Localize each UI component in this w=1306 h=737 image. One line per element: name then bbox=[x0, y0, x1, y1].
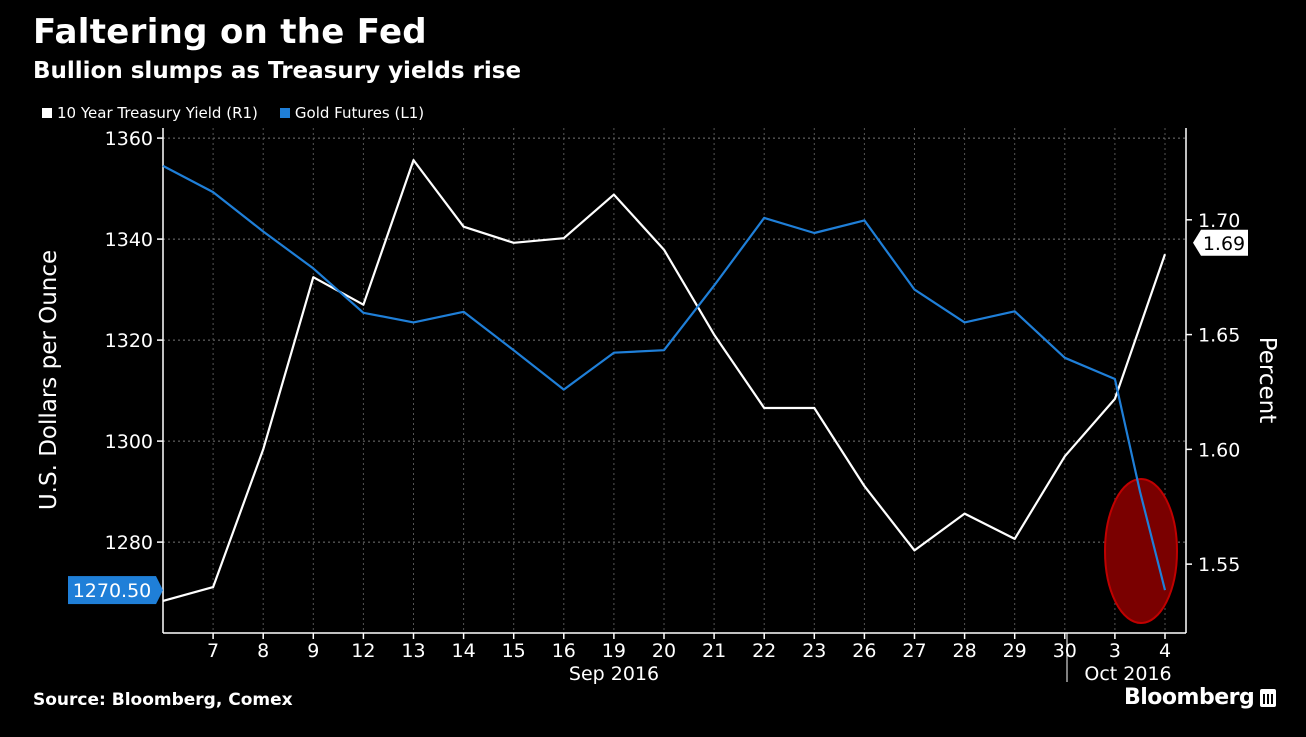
series-line-gold bbox=[162, 164, 1167, 591]
xtick-label: 27 bbox=[902, 640, 926, 662]
legend-item-yield: 10 Year Treasury Yield (R1) bbox=[42, 104, 258, 122]
ytick-right-label: 1.55 bbox=[1198, 554, 1240, 576]
xtick-label: 8 bbox=[257, 640, 269, 662]
xtick-label: 9 bbox=[307, 640, 319, 662]
xtick-label: 3 bbox=[1109, 640, 1121, 662]
xtick-label: 4 bbox=[1159, 640, 1171, 662]
xtick-label: 12 bbox=[351, 640, 375, 662]
xtick-label: 7 bbox=[207, 640, 219, 662]
brand-logo: Bloomberg bbox=[1124, 685, 1277, 710]
legend-swatch-gold bbox=[279, 108, 290, 118]
legend-swatch-yield bbox=[42, 108, 52, 118]
bloomberg-icon bbox=[1260, 688, 1277, 707]
legend-label-gold: Gold Futures (L1) bbox=[294, 104, 425, 122]
xtick-label: 30 bbox=[1053, 640, 1077, 662]
brand-name: Bloomberg bbox=[1124, 685, 1255, 710]
ytick-left-label: 1320 bbox=[105, 330, 153, 352]
legend-label-yield: 10 Year Treasury Yield (R1) bbox=[57, 104, 258, 122]
ytick-left-label: 1280 bbox=[105, 532, 153, 554]
xtick-label: 14 bbox=[452, 640, 476, 662]
chart-title: Faltering on the Fed bbox=[33, 12, 427, 52]
month-label-sep: Sep 2016 bbox=[569, 663, 659, 685]
xtick-label: 20 bbox=[652, 640, 676, 662]
last-value-tag-gold bbox=[68, 576, 156, 605]
month-label-oct: Oct 2016 bbox=[1084, 663, 1171, 685]
xtick-label: 28 bbox=[953, 640, 977, 662]
y-axis-right-title: Percent bbox=[1254, 337, 1280, 424]
last-value-tag-gold-arrow bbox=[156, 576, 163, 605]
xtick-label: 19 bbox=[602, 640, 626, 662]
xtick-label: 21 bbox=[702, 640, 726, 662]
last-value-label-yield: 1.69 bbox=[1203, 233, 1245, 255]
chart-subtitle: Bullion slumps as Treasury yields rise bbox=[33, 58, 522, 84]
xtick-label: 26 bbox=[852, 640, 876, 662]
ytick-right-label: 1.70 bbox=[1198, 210, 1240, 232]
ytick-right-label: 1.60 bbox=[1198, 439, 1240, 461]
y-axis-left-title: U.S. Dollars per Ounce bbox=[36, 250, 62, 510]
last-value-tag-yield bbox=[1193, 229, 1248, 256]
xtick-label: 15 bbox=[502, 640, 526, 662]
source-note: Source: Bloomberg, Comex bbox=[33, 690, 293, 710]
highlight-ellipse bbox=[1104, 478, 1178, 624]
xtick-label: 22 bbox=[752, 640, 776, 662]
ytick-left-label: 1340 bbox=[105, 229, 153, 251]
ytick-right-label: 1.65 bbox=[1198, 325, 1240, 347]
last-value-label-gold: 1270.50 bbox=[73, 580, 152, 602]
xtick-label: 13 bbox=[401, 640, 425, 662]
ytick-left-label: 1300 bbox=[105, 431, 153, 453]
legend-item-gold: Gold Futures (L1) bbox=[279, 104, 425, 122]
ytick-left-label: 1360 bbox=[105, 128, 153, 150]
series-line-yield bbox=[162, 159, 1167, 602]
xtick-label: 23 bbox=[802, 640, 826, 662]
legend: 10 Year Treasury Yield (R1) Gold Futures… bbox=[42, 104, 424, 122]
xtick-label: 29 bbox=[1003, 640, 1027, 662]
xtick-label: 16 bbox=[552, 640, 576, 662]
